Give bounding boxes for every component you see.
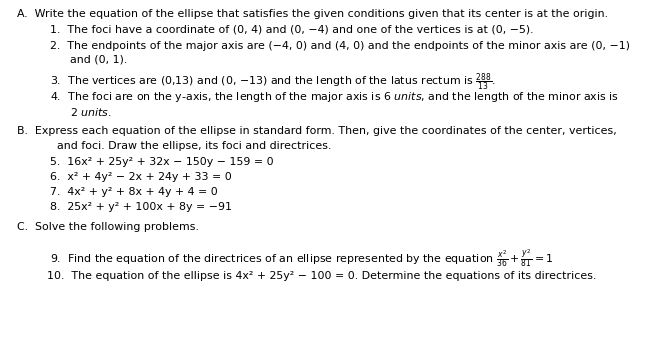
Text: 5.  16x² + 25y² + 32x − 150y − 159 = 0: 5. 16x² + 25y² + 32x − 150y − 159 = 0: [50, 157, 274, 167]
Text: and (0, 1).: and (0, 1).: [70, 55, 127, 65]
Text: 7.  4x² + y² + 8x + 4y + 4 = 0: 7. 4x² + y² + 8x + 4y + 4 = 0: [50, 187, 218, 197]
Text: 6.  x² + 4y² − 2x + 24y + 33 = 0: 6. x² + 4y² − 2x + 24y + 33 = 0: [50, 172, 232, 182]
Text: and foci. Draw the ellipse, its foci and directrices.: and foci. Draw the ellipse, its foci and…: [57, 141, 331, 151]
Text: B.  Express each equation of the ellipse in standard form. Then, give the coordi: B. Express each equation of the ellipse …: [17, 126, 617, 136]
Text: 4.  The foci are on the y-axis, the length of the major axis is 6 $\it{units}$, : 4. The foci are on the y-axis, the lengt…: [50, 90, 619, 104]
Text: $\it{2}$ $\it{units}$.: $\it{2}$ $\it{units}$.: [70, 106, 112, 118]
Text: 8.  25x² + y² + 100x + 8y = −91: 8. 25x² + y² + 100x + 8y = −91: [50, 202, 232, 212]
Text: 9.  Find the equation of the directrices of an ellipse represented by the equati: 9. Find the equation of the directrices …: [50, 248, 554, 269]
Text: 1.  The foci have a coordinate of (0, 4) and (0, −4) and one of the vertices is : 1. The foci have a coordinate of (0, 4) …: [50, 25, 534, 35]
Text: C.  Solve the following problems.: C. Solve the following problems.: [17, 222, 199, 232]
Text: A.  Write the equation of the ellipse that satisfies the given conditions given : A. Write the equation of the ellipse tha…: [17, 9, 608, 19]
Text: 10.  The equation of the ellipse is 4x² + 25y² − 100 = 0. Determine the equation: 10. The equation of the ellipse is 4x² +…: [47, 271, 597, 281]
Text: 3.  The vertices are (0,13) and (0, $-$13) and the length of the latus rectum is: 3. The vertices are (0,13) and (0, $-$13…: [50, 72, 497, 94]
Text: 2.  The endpoints of the major axis are (−4, 0) and (4, 0) and the endpoints of : 2. The endpoints of the major axis are (…: [50, 41, 630, 51]
